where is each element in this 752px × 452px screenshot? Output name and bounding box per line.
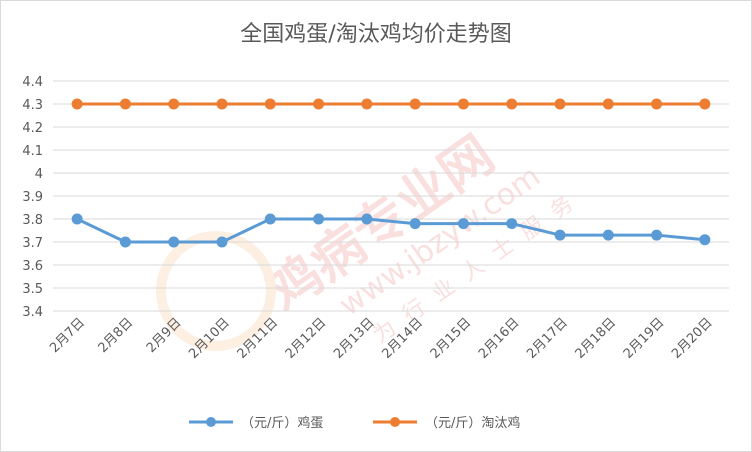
data-point — [651, 98, 663, 110]
legend-label: （元/斤）淘汰鸡 — [425, 415, 520, 431]
data-point — [602, 229, 614, 241]
legend-marker — [390, 417, 400, 427]
x-tick-label: 2月19日 — [621, 315, 668, 362]
legend: （元/斤）鸡蛋 （元/斤）淘汰鸡 — [189, 415, 520, 431]
data-point — [361, 98, 373, 110]
data-point — [71, 98, 83, 110]
data-point — [506, 98, 518, 110]
x-tick-label: 2月8日 — [96, 315, 137, 356]
data-point — [313, 98, 325, 110]
chart-title: 全国鸡蛋/淘汰鸡均价走势图 — [240, 22, 511, 47]
y-tick-label: 3.4 — [22, 305, 43, 320]
series-line — [76, 217, 705, 244]
x-tick-label: 2月16日 — [476, 315, 523, 362]
x-tick-label: 2月12日 — [283, 315, 330, 362]
data-point — [554, 229, 566, 241]
data-point — [699, 234, 711, 246]
data-point — [264, 98, 276, 110]
data-point — [651, 229, 663, 241]
y-tick-label: 4 — [35, 167, 43, 182]
data-point — [168, 98, 180, 110]
data-point — [457, 218, 469, 230]
watermark-circle-icon — [156, 231, 276, 351]
data-point — [409, 218, 421, 230]
y-tick-label: 4.4 — [22, 75, 43, 90]
legend-label: （元/斤）鸡蛋 — [241, 415, 323, 431]
data-point — [264, 213, 276, 225]
data-point — [119, 236, 131, 248]
y-tick-label: 4.3 — [22, 98, 43, 113]
y-tick-label: 3.9 — [22, 190, 43, 205]
y-tick-label: 3.7 — [22, 236, 43, 251]
y-tick-label: 4.1 — [22, 144, 43, 159]
data-point — [554, 98, 566, 110]
y-tick-label: 3.8 — [22, 213, 43, 228]
series-lines — [71, 98, 711, 248]
x-tick-label: 2月18日 — [573, 315, 620, 362]
x-tick-label: 2月15日 — [428, 315, 475, 362]
data-point — [361, 213, 373, 225]
data-point — [313, 213, 325, 225]
y-tick-label: 3.6 — [22, 259, 43, 274]
data-point — [119, 98, 131, 110]
data-point — [71, 213, 83, 225]
data-point — [602, 98, 614, 110]
y-tick-label: 3.5 — [22, 282, 43, 297]
data-point — [168, 236, 180, 248]
data-point — [457, 98, 469, 110]
data-point — [506, 218, 518, 230]
data-point — [216, 236, 228, 248]
y-tick-label: 4.2 — [22, 121, 43, 136]
legend-marker — [206, 417, 216, 427]
x-tick-label: 2月17日 — [524, 315, 571, 362]
data-point — [216, 98, 228, 110]
data-point — [409, 98, 421, 110]
x-tick-label: 2月20日 — [669, 315, 716, 362]
x-tick-label: 2月7日 — [47, 315, 88, 356]
data-point — [699, 98, 711, 110]
y-axis-ticks: 3.4 3.5 3.6 3.7 3.8 3.9 4 4.1 4.2 4.3 4.4 — [22, 75, 43, 320]
